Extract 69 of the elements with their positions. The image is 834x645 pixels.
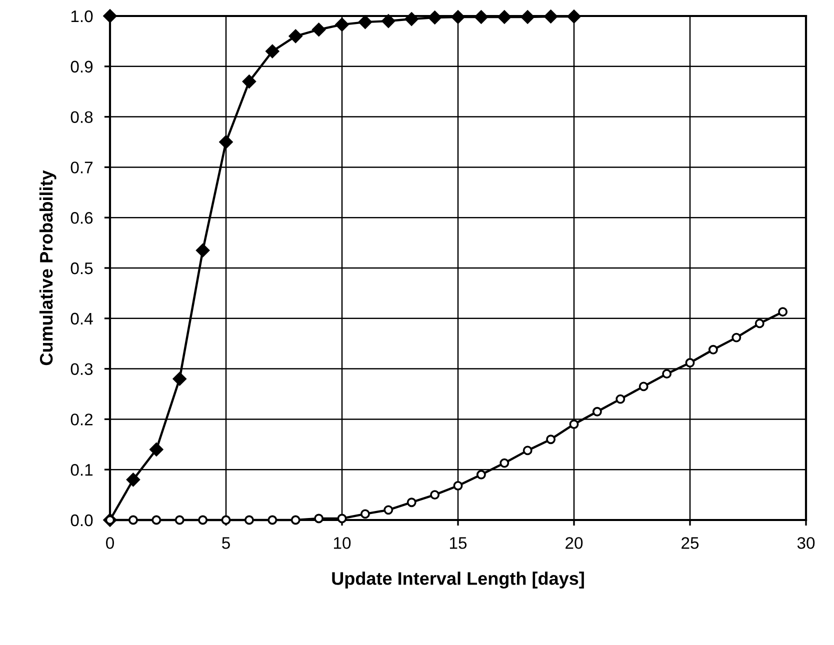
point: [128, 515, 138, 525]
point: [708, 344, 718, 354]
point: [126, 472, 140, 486]
x-tick-label: 20: [566, 537, 583, 549]
y-axis-title: Cumulative Probability: [39, 170, 56, 366]
point: [546, 434, 556, 444]
point: [314, 514, 324, 524]
point: [453, 481, 463, 490]
x-tick-label: 5: [222, 537, 230, 549]
point: [428, 10, 442, 24]
point: [474, 10, 488, 24]
point: [288, 29, 302, 43]
point: [404, 12, 418, 26]
point: [662, 369, 672, 379]
point: [152, 515, 162, 525]
y-tick-label: 0.8: [70, 111, 93, 124]
y-tick-label: 1.0: [71, 10, 93, 22]
point: [337, 514, 347, 524]
point: [754, 318, 764, 328]
point: [384, 505, 394, 515]
point: [685, 358, 695, 368]
y-tick-label: 0.7: [70, 162, 92, 174]
y-tick-label: 0.6: [70, 212, 93, 224]
point: [266, 44, 280, 58]
y-tick-label: 0.9: [70, 60, 93, 73]
point: [103, 9, 117, 23]
point: [244, 515, 254, 525]
point: [592, 406, 602, 416]
x-axis-title: Update Interval Length [days]: [332, 572, 584, 589]
point: [498, 10, 512, 24]
point: [451, 10, 465, 24]
point: [569, 420, 579, 429]
point: [219, 135, 233, 149]
point: [242, 74, 256, 88]
point: [567, 10, 581, 24]
y-tick-label: 0.1: [70, 464, 93, 476]
point: [406, 498, 416, 508]
point: [198, 515, 208, 525]
point: [522, 446, 532, 456]
point: [150, 442, 164, 456]
y-tick-label: 0.4: [70, 312, 93, 325]
point: [360, 509, 370, 519]
point: [268, 515, 278, 525]
point: [290, 515, 300, 525]
point: [520, 10, 534, 24]
point: [174, 515, 184, 525]
x-tick-label: 25: [682, 537, 699, 549]
x-tick-label: 0: [106, 537, 114, 549]
point: [172, 372, 186, 386]
point: [544, 10, 558, 24]
point: [430, 490, 440, 500]
y-tick-label: 0.5: [70, 262, 93, 274]
x-tick-label: 30: [797, 537, 815, 549]
y-tick-label: 0.2: [70, 414, 92, 426]
point: [335, 18, 349, 32]
x-tick-label: 10: [334, 537, 351, 549]
point: [732, 332, 742, 342]
point: [382, 14, 396, 28]
point: [638, 382, 648, 392]
point: [616, 394, 626, 404]
point: [476, 470, 486, 480]
y-tick-label: 0.3: [70, 363, 93, 376]
point: [196, 244, 210, 258]
point: [312, 22, 326, 36]
x-tick-label: 15: [450, 537, 467, 549]
point: [778, 307, 788, 317]
point: [500, 458, 510, 468]
y-tick-label: 0.0: [70, 514, 93, 526]
point: [358, 15, 372, 29]
